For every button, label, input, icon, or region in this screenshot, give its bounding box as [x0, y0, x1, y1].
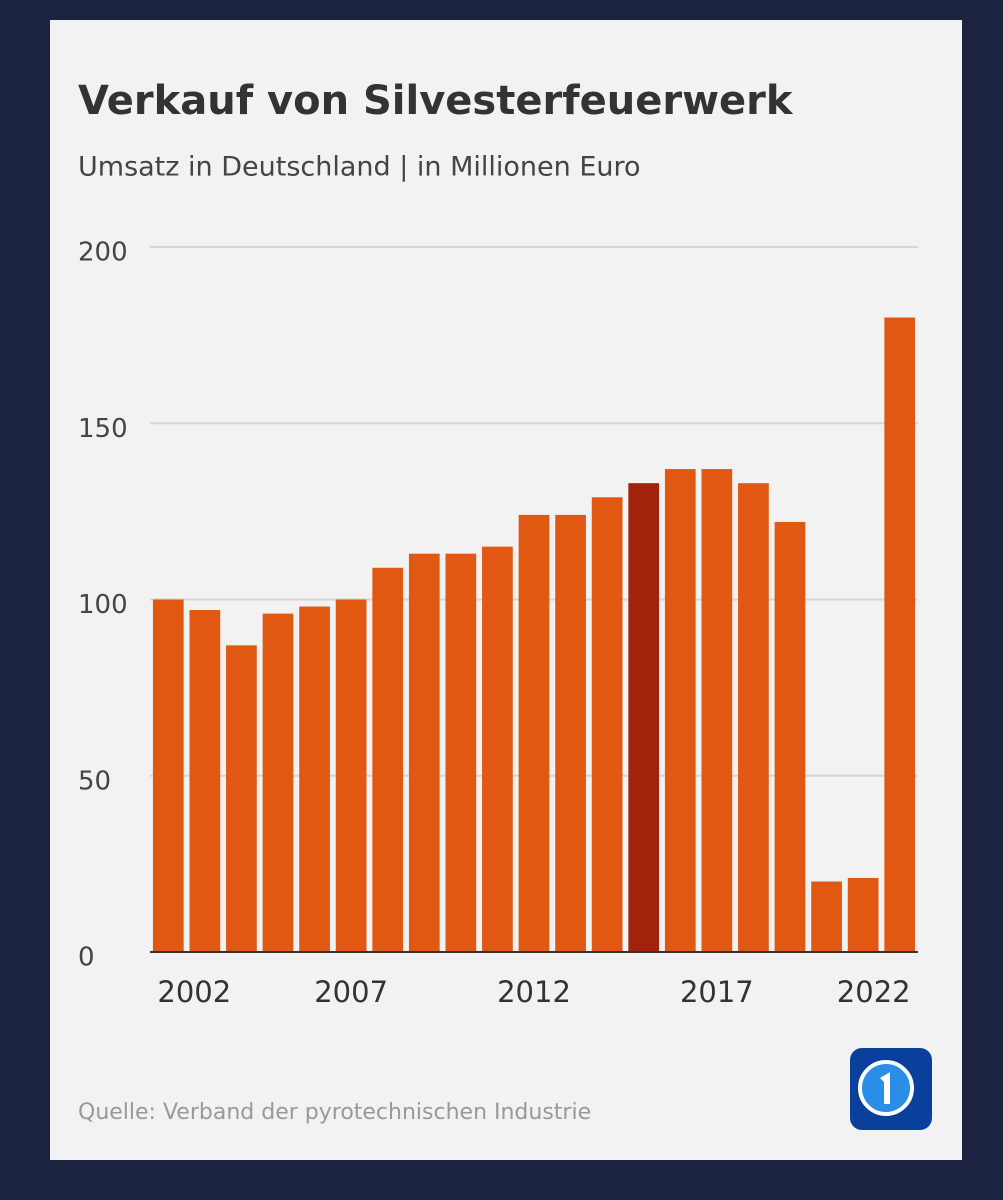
bar [701, 469, 733, 952]
x-tick-label: 2017 [680, 975, 754, 1009]
bar [335, 599, 367, 952]
bar [811, 881, 842, 952]
bar [152, 599, 184, 952]
bar [628, 483, 660, 952]
bar [518, 514, 550, 952]
y-tick-label: 0 [78, 943, 95, 973]
bar [847, 877, 879, 952]
bar [591, 497, 623, 952]
source: Quelle: Verband der pyrotechnischen Indu… [78, 1100, 591, 1125]
bar [774, 521, 806, 952]
x-tick-label: 2002 [157, 975, 231, 1009]
x-tick-label: 2007 [314, 975, 388, 1009]
bar [884, 317, 916, 952]
bar [664, 469, 696, 952]
y-tick-label: 150 [78, 414, 128, 444]
logo [850, 1048, 932, 1130]
chart-subtitle: Umsatz in Deutschland | in Millionen Eur… [78, 152, 641, 183]
bar [738, 483, 769, 952]
bar [372, 567, 404, 952]
bar [262, 613, 294, 952]
bar [189, 610, 221, 952]
chart-title: Verkauf von Silvesterfeuerwerk [78, 78, 794, 124]
y-tick-label: 50 [78, 766, 111, 796]
x-tick-label: 2022 [837, 975, 911, 1009]
bar [408, 553, 440, 952]
x-tick-label: 2012 [497, 975, 571, 1009]
y-tick-label: 100 [78, 590, 128, 620]
bar [555, 514, 586, 952]
bar [299, 606, 330, 952]
bar [226, 645, 257, 952]
bar [445, 553, 477, 952]
y-tick-label: 200 [78, 238, 128, 268]
bar [482, 546, 513, 952]
